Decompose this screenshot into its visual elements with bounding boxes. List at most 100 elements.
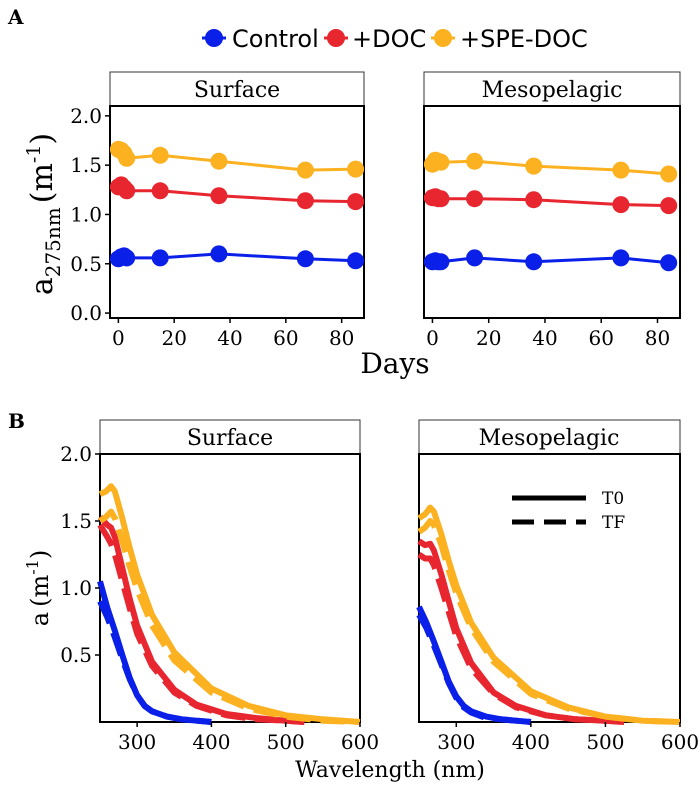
legend-label-t0: T0 bbox=[602, 489, 624, 509]
series-line-b-mesopelagic-spe-doc-tf bbox=[417, 518, 681, 725]
x-tick-label: 400 bbox=[192, 730, 230, 754]
x-tick-label: 80 bbox=[329, 326, 354, 350]
data-point-a-surface-doc bbox=[296, 192, 314, 210]
plot-a-mesopelagic-data bbox=[423, 151, 678, 272]
series-line-b-surface-control-tf bbox=[97, 600, 212, 725]
x-tick-label: 80 bbox=[645, 326, 670, 350]
plot-b-surface-data bbox=[97, 483, 361, 725]
data-point-a-mesopelagic-doc bbox=[612, 196, 630, 214]
strip-b-surface bbox=[99, 419, 361, 455]
data-point-a-mesopelagic-control bbox=[525, 253, 543, 271]
legend-item-spe-doc: +SPE-DOC bbox=[431, 25, 588, 53]
series-line-b-mesopelagic-control-tf bbox=[416, 613, 532, 725]
data-point-a-surface-spe-doc bbox=[296, 161, 314, 179]
data-point-a-surface-control bbox=[210, 245, 228, 263]
line-type-legend: T0 TF bbox=[512, 489, 625, 533]
data-point-a-mesopelagic-doc bbox=[432, 190, 450, 208]
data-point-a-mesopelagic-doc bbox=[466, 190, 484, 208]
y-title-a-main: a bbox=[25, 277, 60, 295]
data-point-a-mesopelagic-control bbox=[612, 249, 630, 267]
x-tick-label: 0 bbox=[112, 326, 125, 350]
strip-a-surface bbox=[109, 71, 365, 107]
data-point-a-surface-control bbox=[296, 250, 314, 268]
y-title-a-unit-open: (m bbox=[25, 163, 60, 203]
y-axis-title-b: a (m-1) bbox=[23, 550, 54, 626]
data-point-a-mesopelagic-spe-doc bbox=[432, 153, 450, 171]
data-point-a-mesopelagic-control bbox=[432, 253, 450, 271]
data-point-a-surface-doc bbox=[151, 182, 169, 200]
x-tick-label: 60 bbox=[589, 326, 614, 350]
data-point-a-surface-control bbox=[118, 249, 136, 267]
data-point-a-surface-doc bbox=[347, 193, 365, 211]
data-point-a-surface-doc bbox=[210, 187, 228, 205]
y-title-b-unit-sup: -1 bbox=[23, 559, 42, 575]
data-point-a-mesopelagic-doc bbox=[660, 197, 678, 215]
legend-item-control: Control bbox=[202, 25, 319, 53]
data-point-a-surface-spe-doc bbox=[151, 146, 169, 164]
strip-a-mesopelagic bbox=[423, 71, 681, 107]
strip-a-surface-label: Surface bbox=[194, 78, 280, 103]
data-point-a-surface-control bbox=[347, 252, 365, 270]
x-tick-label: 0 bbox=[426, 326, 439, 350]
x-tick-label: 40 bbox=[532, 326, 557, 350]
data-point-a-mesopelagic-spe-doc bbox=[525, 157, 543, 175]
strip-a-mesopelagic-label: Mesopelagic bbox=[482, 78, 623, 103]
data-point-a-mesopelagic-spe-doc bbox=[660, 165, 678, 183]
panel-label-a: A bbox=[7, 5, 24, 29]
y-axis-a: 0.0 0.5 1.0 1.5 2.0 bbox=[70, 104, 110, 325]
data-point-a-mesopelagic-spe-doc bbox=[466, 152, 484, 170]
y-title-a-unit-sup: -1 bbox=[23, 145, 45, 164]
x-tick-label: 20 bbox=[161, 326, 186, 350]
y-title-a-unit-close: ) bbox=[25, 133, 60, 145]
y-tick-label: 0.5 bbox=[70, 252, 102, 276]
data-point-a-mesopelagic-doc bbox=[525, 191, 543, 209]
x-tick-label: 40 bbox=[217, 326, 242, 350]
x-tick-label: 60 bbox=[273, 326, 298, 350]
x-tick-label: 300 bbox=[437, 730, 475, 754]
x-tick-label: 20 bbox=[476, 326, 501, 350]
strip-b-surface-label: Surface bbox=[187, 426, 273, 451]
legend-label-tf: TF bbox=[602, 513, 625, 533]
plot-a-mesopelagic-frame bbox=[423, 105, 681, 319]
y-tick-label: 0.0 bbox=[70, 301, 102, 325]
y-title-b-main: a bbox=[26, 612, 54, 626]
series-line-b-mesopelagic-spe-doc-t0 bbox=[417, 504, 681, 725]
data-point-a-surface-control bbox=[151, 249, 169, 267]
panel-label-b: B bbox=[8, 409, 25, 433]
plot-b-mesopelagic-data bbox=[416, 504, 681, 725]
x-tick-label: 600 bbox=[661, 730, 699, 754]
legend-label-control: Control bbox=[232, 25, 319, 53]
strip-b-mesopelagic bbox=[418, 419, 681, 455]
y-tick-label: 2.0 bbox=[70, 104, 102, 128]
data-point-a-surface-spe-doc bbox=[347, 160, 365, 178]
data-point-a-mesopelagic-spe-doc bbox=[612, 161, 630, 179]
series-line-b-surface-spe-doc-tf bbox=[98, 508, 361, 725]
series-line-b-surface-doc-tf bbox=[97, 523, 305, 725]
y-axis-b: 0.5 1.0 1.5 2.0 bbox=[60, 442, 100, 667]
data-point-a-surface-spe-doc bbox=[210, 152, 228, 170]
data-point-a-surface-spe-doc bbox=[118, 149, 136, 167]
x-tick-label: 500 bbox=[267, 730, 305, 754]
legend-label-doc: +DOC bbox=[352, 25, 426, 53]
data-point-a-surface-doc bbox=[118, 182, 136, 200]
y-tick-label: 1.0 bbox=[70, 202, 102, 226]
x-axis-title-b: Wavelength (nm) bbox=[295, 758, 485, 783]
y-axis-title-a: a275nm (m-1) bbox=[23, 133, 65, 295]
legend-marker-doc bbox=[327, 29, 345, 47]
strip-b-mesopelagic-label: Mesopelagic bbox=[479, 426, 620, 451]
plot-b-mesopelagic-frame bbox=[418, 453, 681, 723]
series-line-b-mesopelagic-doc-tf bbox=[417, 552, 625, 725]
x-tick-label: 300 bbox=[118, 730, 156, 754]
x-axis-title-a: Days bbox=[360, 347, 429, 380]
legend-marker-control bbox=[205, 29, 223, 47]
legend-marker-spe-doc bbox=[434, 29, 452, 47]
x-tick-label: 400 bbox=[512, 730, 550, 754]
data-point-a-mesopelagic-control bbox=[466, 249, 484, 267]
y-tick-label: 1.5 bbox=[60, 509, 92, 533]
x-tick-label: 500 bbox=[586, 730, 624, 754]
legend-label-spe-doc: +SPE-DOC bbox=[460, 25, 588, 53]
y-title-b-unit-close: ) bbox=[26, 550, 54, 559]
y-tick-label: 2.0 bbox=[60, 442, 92, 466]
plot-a-surface-data bbox=[109, 140, 365, 270]
